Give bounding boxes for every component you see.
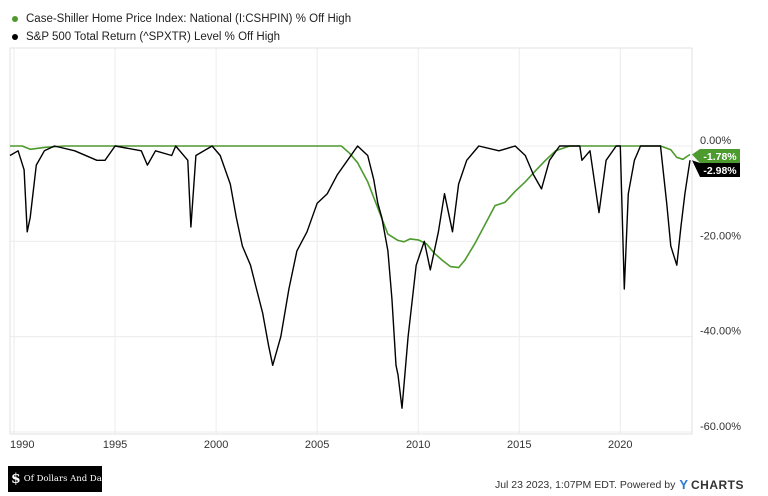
legend-marker-black <box>12 34 18 40</box>
y-tick-label: -40.00% <box>700 326 741 338</box>
legend-item-case-shiller[interactable]: Case-Shiller Home Price Index: National … <box>12 10 351 28</box>
end-value-badge <box>692 160 740 177</box>
x-tick-label: 2000 <box>204 439 228 451</box>
y-tick-label: -60.00% <box>700 421 741 433</box>
end-value-text: -2.98% <box>703 165 737 177</box>
legend-label: S&P 500 Total Return (^SPXTR) Level % Of… <box>26 31 281 43</box>
legend-marker-green <box>12 16 18 22</box>
end-value-label-sp500: -2.98% <box>692 160 740 177</box>
plot-frame <box>9 47 693 435</box>
y-tick-label: -20.00% <box>700 230 741 242</box>
end-value-badge <box>692 149 740 163</box>
of-dollars-and-data-logo: $ Of Dollars And Data <box>8 466 110 492</box>
dollar-logo-icon: $ <box>11 471 21 487</box>
legend-label: Case-Shiller Home Price Index: National … <box>26 13 352 25</box>
ycharts-brand-text[interactable]: CHARTS <box>691 477 744 492</box>
x-tick-label: 1990 <box>10 439 34 451</box>
legend-item-sp500[interactable]: S&P 500 Total Return (^SPXTR) Level % Of… <box>12 28 351 46</box>
x-tick-label: 2010 <box>406 439 430 451</box>
x-tick-label: 1995 <box>103 439 127 451</box>
y-tick-label: 0.00% <box>700 135 731 147</box>
x-tick-label: 2005 <box>305 439 329 451</box>
x-tick-label: 2015 <box>507 439 531 451</box>
chart-legend: Case-Shiller Home Price Index: National … <box>12 10 351 46</box>
x-tick-label: 2020 <box>608 439 632 451</box>
series-line-sp500 <box>9 145 691 409</box>
footer-credit: Jul 23 2023, 1:07PM EDT. Powered by Y CH… <box>495 477 744 492</box>
end-value-text: -1.78% <box>703 151 737 163</box>
timestamp-text: Jul 23 2023, 1:07PM EDT. Powered by <box>494 478 676 491</box>
ycharts-logo-icon[interactable]: Y <box>679 477 688 492</box>
end-value-label-case-shiller: -1.78% <box>692 149 740 163</box>
series-line-case-shiller <box>10 145 691 269</box>
logo-text: Of Dollars And Data <box>23 474 111 484</box>
